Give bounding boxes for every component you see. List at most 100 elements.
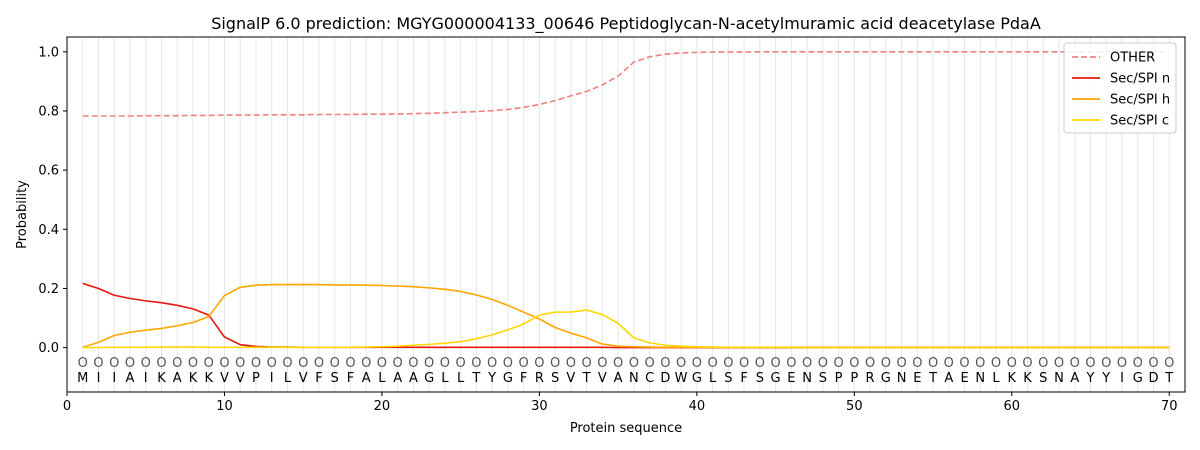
region-label: O [471,356,481,371]
residue-label: L [457,371,465,386]
region-label: O [959,356,969,371]
region-label: O [1148,356,1158,371]
residue-label: G [1133,371,1143,386]
region-label: O [251,356,261,371]
residue-label: E [960,371,968,386]
region-label: O [204,356,214,371]
residue-label: V [299,371,308,386]
residue-label: N [897,371,907,386]
residue-label: F [740,371,747,386]
residue-label: L [378,371,386,386]
residue-label: T [471,371,480,386]
residue-label: P [252,371,260,386]
region-label: O [566,356,576,371]
region-label: O [912,356,922,371]
residue-label: D [1148,371,1158,386]
residue-label: F [347,371,354,386]
region-label: O [503,356,513,371]
residue-label: Y [1086,371,1095,386]
region-label: O [314,356,324,371]
region-label: O [818,356,828,371]
region-label: O [865,356,875,371]
series-line [82,50,1170,117]
x-tick-label: 50 [846,399,863,414]
region-label: O [739,356,749,371]
residue-label: T [582,371,591,386]
x-axis-label: Protein sequence [570,421,682,436]
residue-label: A [614,371,623,386]
residue-label: I [112,371,116,386]
region-label: O [141,356,151,371]
x-tick-label: 60 [1004,399,1021,414]
region-label: O [755,356,765,371]
residue-label: Y [1101,371,1110,386]
residue-label: V [236,371,245,386]
region-label: O [267,356,277,371]
region-label: O [676,356,686,371]
residue-label: N [1054,371,1064,386]
region-label: O [1117,356,1127,371]
residue-label: G [771,371,781,386]
residue-label: A [1070,371,1079,386]
residue-label: K [189,371,198,386]
residue-label: A [173,371,182,386]
region-label: O [408,356,418,371]
region-label: O [770,356,780,371]
residue-label: L [992,371,1000,386]
region-label: O [692,356,702,371]
region-label: O [723,356,733,371]
residue-label: E [787,371,795,386]
legend-label: Sec/SPI n [1110,72,1170,87]
region-label: O [991,356,1001,371]
region-label: O [1007,356,1017,371]
region-label: O [629,356,639,371]
series-line [82,282,1170,349]
residue-label: P [835,371,843,386]
residue-label: L [284,371,292,386]
residue-label: I [1120,371,1124,386]
region-label: O [849,356,859,371]
residue-label: I [270,371,274,386]
region-label: O [456,356,466,371]
residue-label: A [944,371,953,386]
x-tick-label: 10 [216,399,233,414]
y-tick-label: 1.0 [38,45,59,60]
x-tick-label: 20 [374,399,391,414]
residue-label: T [928,371,937,386]
residue-label: N [802,371,812,386]
y-tick-label: 0.8 [38,104,59,119]
legend-label: Sec/SPI c [1110,114,1169,129]
region-label: O [1054,356,1064,371]
residue-label: L [709,371,717,386]
region-label: O [1038,356,1048,371]
residue-label: S [724,371,732,386]
residue-label: N [629,371,639,386]
chart-title: SignalP 6.0 prediction: MGYG000004133_00… [211,14,1041,34]
y-axis: 0.0 0.2 0.4 0.6 0.8 1.0 [38,45,67,356]
region-label: O [613,356,623,371]
residue-label: V [566,371,575,386]
x-tick-label: 0 [63,399,71,414]
region-label: O [928,356,938,371]
residue-label: E [913,371,921,386]
residue-label: I [97,371,101,386]
residue-label: K [1008,371,1017,386]
residue-label: A [126,371,135,386]
legend-label: Sec/SPI h [1110,93,1170,108]
legend: OTHER Sec/SPI n Sec/SPI h Sec/SPI c [1063,42,1177,134]
residue-label: W [675,371,688,386]
region-label: O [597,356,607,371]
residue-label: G [424,371,434,386]
region-label: O [944,356,954,371]
region-label: O [1101,356,1111,371]
residue-label: M [77,371,88,386]
residue-label: K [157,371,166,386]
grid-lines [82,37,1170,392]
region-label: O [1164,356,1174,371]
region-label: O [660,356,670,371]
region-label: O [345,356,355,371]
region-label: O [440,356,450,371]
region-label: O [896,356,906,371]
x-tick-label: 30 [531,399,548,414]
